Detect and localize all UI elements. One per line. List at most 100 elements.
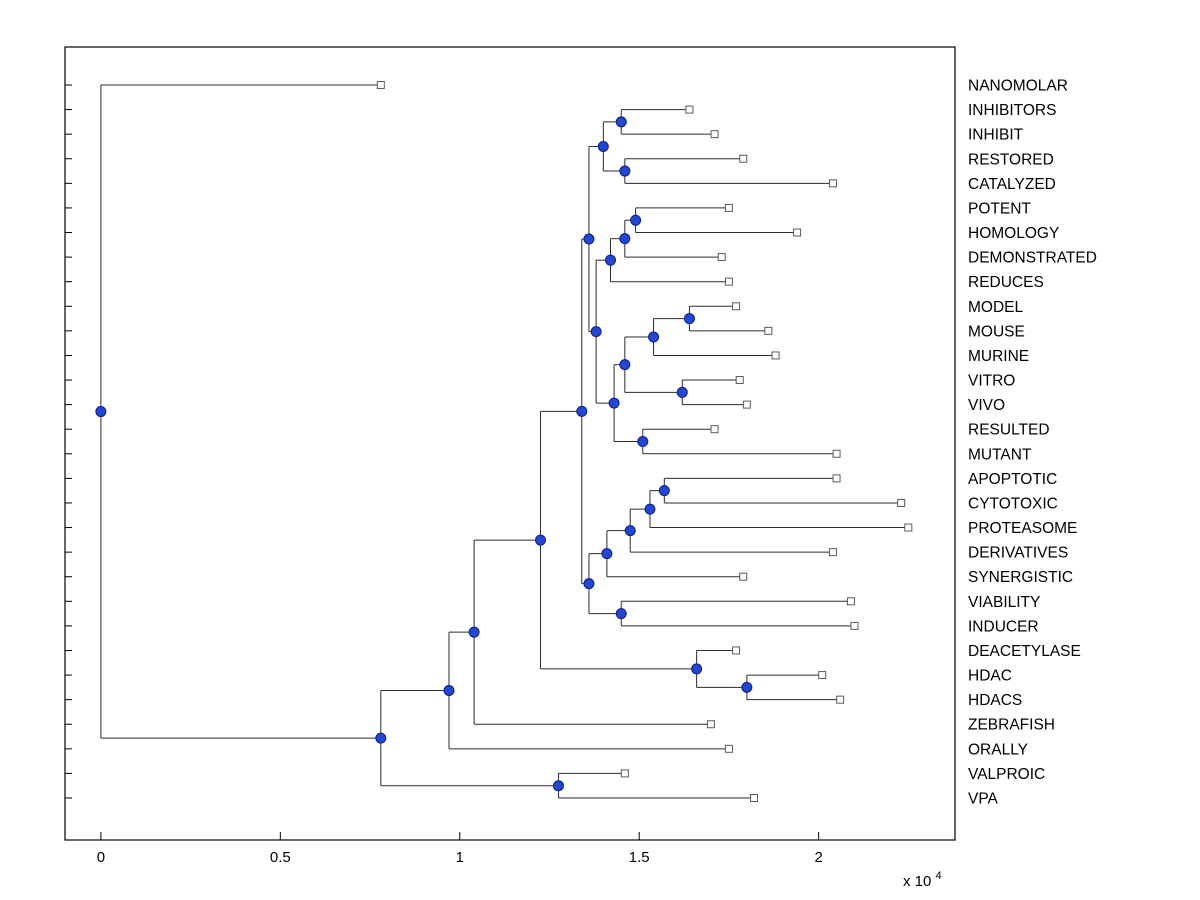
leaf-marker xyxy=(832,449,841,458)
leaf-label: NANOMOLAR xyxy=(968,78,1068,95)
leaf-label: INHIBIT xyxy=(968,127,1024,144)
leaf-marker xyxy=(771,351,780,360)
leaf-label: ORALLY xyxy=(968,741,1028,758)
leaf-marker xyxy=(717,253,726,262)
leaf-label: INHIBITORS xyxy=(968,102,1056,119)
leaf-marker xyxy=(897,498,906,507)
leaf-marker xyxy=(735,376,744,385)
internal-node-marker xyxy=(552,780,564,792)
internal-node-marker xyxy=(741,681,753,693)
internal-node-marker xyxy=(601,548,613,560)
leaf-marker xyxy=(710,130,719,139)
leaf-label: MOUSE xyxy=(968,323,1025,340)
internal-node-marker xyxy=(590,326,602,338)
leaf-marker xyxy=(376,81,385,89)
leaf-label: REDUCES xyxy=(968,274,1044,291)
leaf-label: SYNERGISTIC xyxy=(968,569,1073,586)
y-axis-ticks xyxy=(65,84,72,799)
leaf-label: APOPTOTIC xyxy=(968,471,1057,488)
leaf-marker xyxy=(732,302,741,311)
leaf-marker xyxy=(732,646,741,655)
leaf-marker xyxy=(832,474,841,483)
leaf-marker xyxy=(793,228,802,237)
leaf-label: VIABILITY xyxy=(968,594,1040,611)
internal-node-marker xyxy=(648,331,660,343)
internal-node-marker xyxy=(615,116,627,128)
leaf-marker xyxy=(828,548,837,557)
internal-node-marker xyxy=(597,140,609,152)
leaf-label: POTENT xyxy=(968,200,1031,217)
leaf-marker xyxy=(846,597,855,606)
x-axis-scale-label: x 10 4 xyxy=(903,870,942,890)
x-tick-label: 2 xyxy=(814,849,822,866)
internal-node-marker xyxy=(583,578,595,590)
leaf-marker xyxy=(836,695,845,704)
internal-node-marker xyxy=(630,214,642,226)
leaf-marker xyxy=(620,769,629,778)
internal-node-marker xyxy=(624,525,636,537)
internal-node-marker xyxy=(468,626,480,638)
leaf-marker xyxy=(739,572,748,581)
leaf-label: HDACS xyxy=(968,692,1022,709)
internal-node-marker xyxy=(576,405,588,417)
leaf-marker xyxy=(724,744,733,753)
leaf-label: RESTORED xyxy=(968,151,1054,168)
leaf-label: MUTANT xyxy=(968,446,1032,463)
leaf-marker xyxy=(710,425,719,434)
leaf-marker xyxy=(818,671,827,680)
internal-node-marker xyxy=(637,435,649,447)
branch-lines xyxy=(100,84,909,799)
internal-node-marker xyxy=(619,165,631,177)
leaf-label: DEACETYLASE xyxy=(968,643,1081,660)
leaf-label: MODEL xyxy=(968,299,1024,316)
leaf-marker xyxy=(685,105,694,114)
internal-node-marker xyxy=(608,397,620,409)
x-tick-label: 0 xyxy=(97,849,105,866)
x-tick-label: 1 xyxy=(456,849,464,866)
x-tick-label: 0.5 xyxy=(270,849,291,866)
leaf-marker xyxy=(904,523,913,532)
leaf-marker xyxy=(742,400,751,409)
leaf-label: VALPROIC xyxy=(968,766,1045,783)
internal-node-marker xyxy=(658,485,670,497)
leaf-label: CATALYZED xyxy=(968,176,1056,193)
leaf-layer: NANOMOLAR INHIBITORS INHIBIT RESTORED CATALY… xyxy=(376,78,1097,807)
internal-node-marker xyxy=(619,359,631,371)
internal-node-marker xyxy=(691,663,703,675)
leaf-label: VITRO xyxy=(968,373,1015,390)
leaf-marker xyxy=(850,621,859,630)
internal-node-marker xyxy=(644,503,656,515)
x-tick-label: 1.5 xyxy=(629,849,650,866)
leaf-label: HOMOLOGY xyxy=(968,225,1059,242)
internal-node-marker xyxy=(619,233,631,245)
leaf-marker xyxy=(750,793,759,802)
leaf-label: CYTOTOXIC xyxy=(968,495,1058,512)
internal-node-marker xyxy=(604,254,616,266)
internal-node-marker xyxy=(615,608,627,620)
leaf-marker xyxy=(739,154,748,163)
leaf-label: VPA xyxy=(968,790,999,807)
internal-node-marker xyxy=(535,534,547,546)
x-axis-ticks: 0 0.5 1 1.5 2 xyxy=(97,832,823,866)
leaf-marker xyxy=(724,203,733,212)
internal-node-layer xyxy=(95,116,753,792)
internal-node-marker xyxy=(683,313,695,325)
internal-node-marker xyxy=(676,386,688,398)
leaf-marker xyxy=(828,179,837,188)
leaf-label: HDAC xyxy=(968,668,1012,685)
leaf-label: ZEBRAFISH xyxy=(968,717,1055,734)
leaf-label: INDUCER xyxy=(968,618,1039,635)
leaf-label: PROTEASOME xyxy=(968,520,1077,537)
leaf-label: VIVO xyxy=(968,397,1005,414)
leaf-marker xyxy=(706,720,715,729)
leaf-label: RESULTED xyxy=(968,422,1050,439)
plot-border xyxy=(64,46,956,841)
internal-node-marker xyxy=(443,685,455,697)
internal-node-marker xyxy=(95,406,107,418)
leaf-marker xyxy=(764,326,773,335)
leaf-label: DEMONSTRATED xyxy=(968,250,1097,267)
leaf-marker xyxy=(724,277,733,286)
internal-node-marker xyxy=(375,732,387,744)
